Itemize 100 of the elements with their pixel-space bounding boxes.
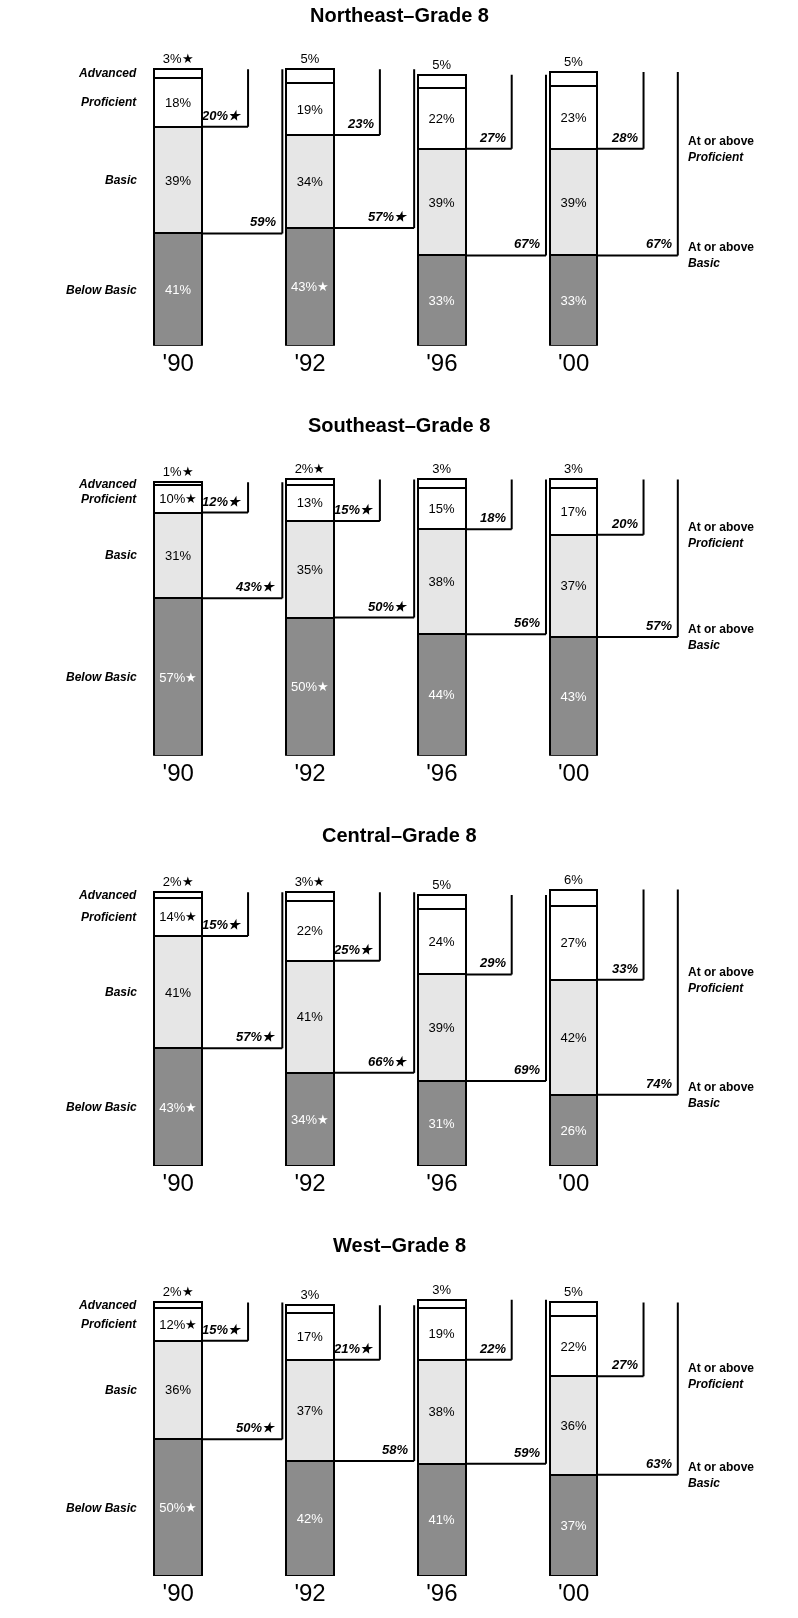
- data-label: 17%: [296, 1329, 324, 1345]
- data-label: 3%: [432, 1281, 452, 1297]
- annotation: 15%★: [202, 917, 243, 932]
- data-label: 22%: [428, 111, 456, 127]
- annotation: 29%: [479, 955, 507, 970]
- annotation: 66%★: [368, 1054, 409, 1069]
- data-label: 34%★: [291, 1111, 330, 1127]
- data-label: 50%★: [291, 679, 330, 695]
- x-tick-label: '90: [162, 1168, 194, 1196]
- annotation: 57%★: [368, 209, 409, 224]
- annotation: 50%★: [236, 1420, 277, 1435]
- text: At or above Proficient: [688, 134, 755, 164]
- data-label: 37%: [560, 1517, 587, 1533]
- data-label: 44%: [428, 687, 456, 703]
- data-label: 5%: [300, 51, 320, 67]
- annotation: 23%: [347, 116, 375, 131]
- data-label: 3%: [564, 461, 584, 477]
- data-label: 13%: [296, 495, 324, 511]
- annotation: 28%: [611, 130, 639, 145]
- data-label: 41%: [428, 1512, 456, 1528]
- annotation: 59%: [514, 1445, 541, 1460]
- text: At or above Proficient: [688, 520, 755, 550]
- x-tick-label: '00: [558, 1168, 590, 1196]
- x-tick-label: '92: [294, 758, 326, 786]
- text: At or above Basic: [688, 622, 755, 652]
- x-tick-label: '90: [162, 758, 194, 786]
- annotation: 18%: [480, 510, 507, 525]
- x-tick-label: '96: [426, 758, 458, 786]
- data-label: 2%★: [294, 461, 326, 477]
- series-label: Basic: [105, 1383, 138, 1397]
- x-tick-label: '90: [162, 1579, 194, 1606]
- data-label: 14%★: [159, 909, 198, 925]
- text: 67%: [646, 236, 673, 251]
- data-label: 24%: [428, 934, 456, 950]
- data-label: 35%: [296, 561, 324, 577]
- annotation: 50%★: [368, 599, 409, 614]
- text: At or above Proficient: [688, 965, 755, 995]
- series-label: Advanced: [78, 477, 138, 491]
- annotation: 56%: [514, 615, 541, 630]
- data-label: 18%: [164, 94, 192, 110]
- data-label: 5%: [432, 877, 452, 893]
- annotation: 12%★: [202, 494, 243, 509]
- series-label: Basic: [105, 548, 138, 562]
- data-label: 12%★: [159, 1316, 198, 1332]
- series-label: Basic: [105, 985, 138, 999]
- x-tick-label: '00: [558, 758, 590, 786]
- series-label: Advanced: [78, 888, 138, 902]
- x-tick-label: '96: [426, 348, 458, 376]
- series-label: Below Basic: [66, 1501, 138, 1515]
- text: At or above Proficient: [688, 1361, 755, 1391]
- annotation: 15%★: [334, 502, 375, 517]
- series-label: Below Basic: [66, 1100, 138, 1114]
- data-label: 33%: [560, 293, 587, 309]
- annotation: 15%★: [202, 1322, 243, 1337]
- data-label: 19%: [296, 101, 324, 117]
- series-label: Below Basic: [66, 670, 138, 684]
- x-tick-label: '96: [426, 1168, 458, 1196]
- annotation: 67%: [514, 236, 541, 251]
- x-tick-label: '92: [294, 1168, 326, 1196]
- data-label: 2%★: [162, 1284, 194, 1300]
- chart-title: Central–Grade 8: [322, 824, 477, 846]
- annotation: 20%: [611, 516, 639, 531]
- data-label: 37%: [296, 1402, 324, 1418]
- x-tick-label: '92: [294, 1579, 326, 1606]
- text: At or above Basic: [688, 240, 755, 270]
- data-label: 31%: [164, 547, 192, 563]
- data-label: 3%: [432, 461, 452, 477]
- data-label: 23%: [560, 109, 587, 125]
- annotation: 57%★: [236, 1029, 277, 1044]
- annotation: 27%: [611, 1357, 639, 1372]
- x-tick-label: '00: [558, 348, 590, 376]
- data-label: 22%: [296, 923, 324, 939]
- data-label: 57%★: [159, 669, 198, 685]
- series-label: Proficient: [81, 492, 138, 506]
- series-label: Basic: [105, 173, 138, 187]
- data-label: 39%: [428, 1020, 456, 1036]
- data-label: 31%: [428, 1115, 456, 1131]
- x-tick-label: '92: [294, 348, 326, 376]
- data-label: 41%: [296, 1009, 324, 1025]
- text: 74%: [646, 1076, 673, 1091]
- series-label: Advanced: [78, 66, 138, 80]
- annotation: 25%★: [333, 942, 375, 957]
- data-label: 39%: [428, 194, 456, 210]
- data-label: 43%: [560, 688, 587, 704]
- data-label: 50%★: [159, 1500, 198, 1516]
- annotation: 27%: [479, 130, 507, 145]
- data-label: 39%: [164, 172, 192, 188]
- data-label: 1%★: [162, 464, 194, 480]
- data-label: 41%: [164, 282, 192, 298]
- data-label: 43%★: [291, 279, 330, 295]
- data-label: 3%★: [294, 874, 326, 890]
- text: At or above Basic: [688, 1460, 755, 1490]
- chart-title: Northeast–Grade 8: [310, 4, 489, 26]
- data-label: 5%: [432, 56, 452, 72]
- data-label: 27%: [560, 935, 587, 951]
- data-label: 2%★: [162, 874, 194, 890]
- series-label: Advanced: [78, 1298, 138, 1312]
- text: At or above Basic: [688, 1080, 755, 1110]
- annotation: 59%: [250, 214, 277, 229]
- text: 63%: [646, 1456, 673, 1471]
